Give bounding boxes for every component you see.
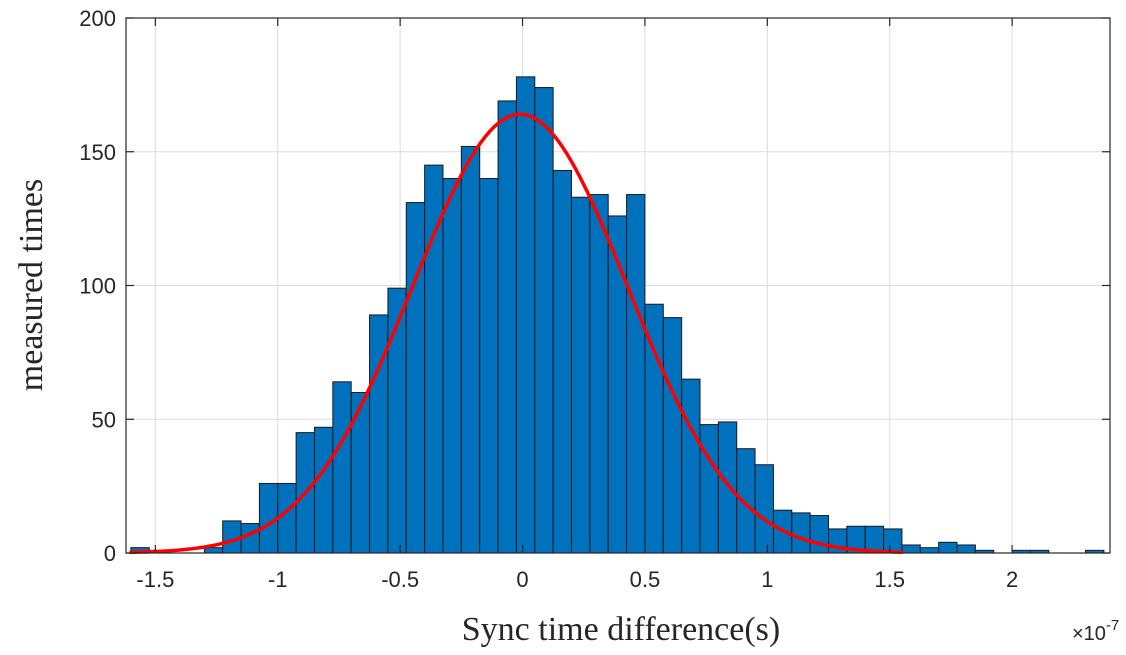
x-tick-label: 2 [1006,567,1018,592]
x-exponent-label: ×10-7 [1072,617,1119,645]
histogram-bar [570,196,591,554]
histogram-bar [497,100,517,554]
x-tick-label: 0 [516,567,528,592]
y-tick-label: 150 [79,140,116,165]
x-tick-label: 1.5 [874,567,905,592]
histogram-bar [938,541,958,554]
histogram-bar [809,515,830,554]
histogram-bar [681,378,701,554]
histogram-bar [956,544,976,554]
x-tick-label: 0.5 [630,567,661,592]
histogram-bar [515,76,536,554]
histogram-bar [552,169,572,554]
histogram-bar [479,178,499,554]
histogram-bar [534,87,554,554]
histogram-bar [901,544,921,554]
y-axis-label: measured times [13,179,50,391]
histogram-bar [919,547,940,554]
histogram-bar [332,381,352,554]
x-tick-label: -1 [268,567,288,592]
histogram-bar [883,528,903,554]
histogram-bar [717,421,738,554]
histogram-bar [791,512,811,554]
histogram-bar [662,317,683,554]
histogram-bar [754,464,774,554]
y-tick-labels: 0 50 100 150 200 [79,6,116,566]
y-tick-label: 200 [79,6,116,31]
histogram-bar [405,202,426,554]
x-exponent-base: ×10 [1072,623,1106,645]
y-tick-label: 50 [92,407,116,432]
plot-axes [125,17,1111,554]
histogram-bar [699,424,719,554]
y-tick-label: 0 [104,541,116,566]
histogram-bar [644,303,664,554]
x-tick-label: 1 [761,567,773,592]
x-tick-labels: -1.5 -1 -0.5 0 0.5 1 1.5 2 [136,567,1018,592]
y-tick-label: 100 [79,274,116,299]
histogram-bar [460,145,481,554]
histogram-bar [589,194,609,554]
histogram-bar [607,215,628,554]
histogram-bar [736,448,756,554]
histogram-bar [313,426,334,554]
histogram-bar [442,178,462,554]
gaussian-fit-line [129,112,904,555]
histogram-bar [277,482,297,554]
gaussian-fit-layer [129,112,904,555]
x-tick-label: -0.5 [381,567,419,592]
x-axis-label: Sync time difference(s) [462,611,780,648]
x-exponent-power: -7 [1106,617,1119,634]
histogram-bar [626,194,646,554]
x-tick-label: -1.5 [136,567,174,592]
histogram-bar [203,547,224,554]
histogram-bars [130,76,1105,554]
